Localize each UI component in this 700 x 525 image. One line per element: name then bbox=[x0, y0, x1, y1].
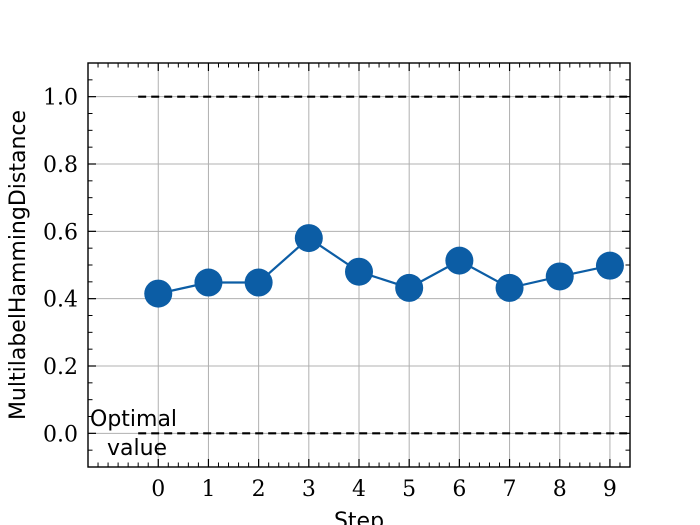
data-point bbox=[595, 251, 624, 280]
data-point bbox=[545, 262, 574, 291]
data-point bbox=[445, 246, 474, 275]
series-path bbox=[158, 236, 611, 295]
y-tick-label: 0.8 bbox=[43, 153, 78, 178]
series-line bbox=[144, 224, 624, 308]
x-tick-label: 5 bbox=[402, 477, 416, 502]
x-tick-label: 3 bbox=[302, 477, 316, 502]
data-point bbox=[244, 268, 273, 297]
x-tick-label: 4 bbox=[352, 477, 366, 502]
x-tick-label: 0 bbox=[151, 477, 165, 502]
y-axis-label: MultilabelHammingDistance bbox=[6, 110, 31, 420]
y-tick-label: 0.2 bbox=[43, 355, 78, 380]
x-tick-label: 7 bbox=[503, 477, 517, 502]
y-tick-label: 0.4 bbox=[43, 288, 78, 313]
y-tick-label: 1.0 bbox=[43, 86, 78, 111]
x-tick-label: 9 bbox=[603, 477, 617, 502]
data-point bbox=[395, 273, 424, 302]
x-tick-label: 2 bbox=[252, 477, 266, 502]
optimal-value-annotation: Optimal value bbox=[90, 407, 177, 461]
reference-lines bbox=[138, 95, 630, 435]
x-tick-label: 8 bbox=[553, 477, 567, 502]
ticks bbox=[88, 62, 631, 468]
y-tick-label: 0.6 bbox=[43, 220, 78, 245]
x-axis-label: Step bbox=[334, 509, 384, 525]
tick-labels: 0 1 2 3 4 5 6 7 8 9 0.0 0.2 0.4 0.6 0.8 1.0 bbox=[43, 86, 617, 502]
x-tick-label: 1 bbox=[201, 477, 215, 502]
data-point bbox=[345, 257, 373, 286]
data-point bbox=[194, 268, 223, 297]
data-point bbox=[495, 273, 524, 302]
data-point bbox=[144, 279, 173, 308]
x-tick-label: 6 bbox=[452, 477, 466, 502]
data-point bbox=[294, 224, 323, 253]
y-tick-label: 0.0 bbox=[43, 422, 78, 447]
